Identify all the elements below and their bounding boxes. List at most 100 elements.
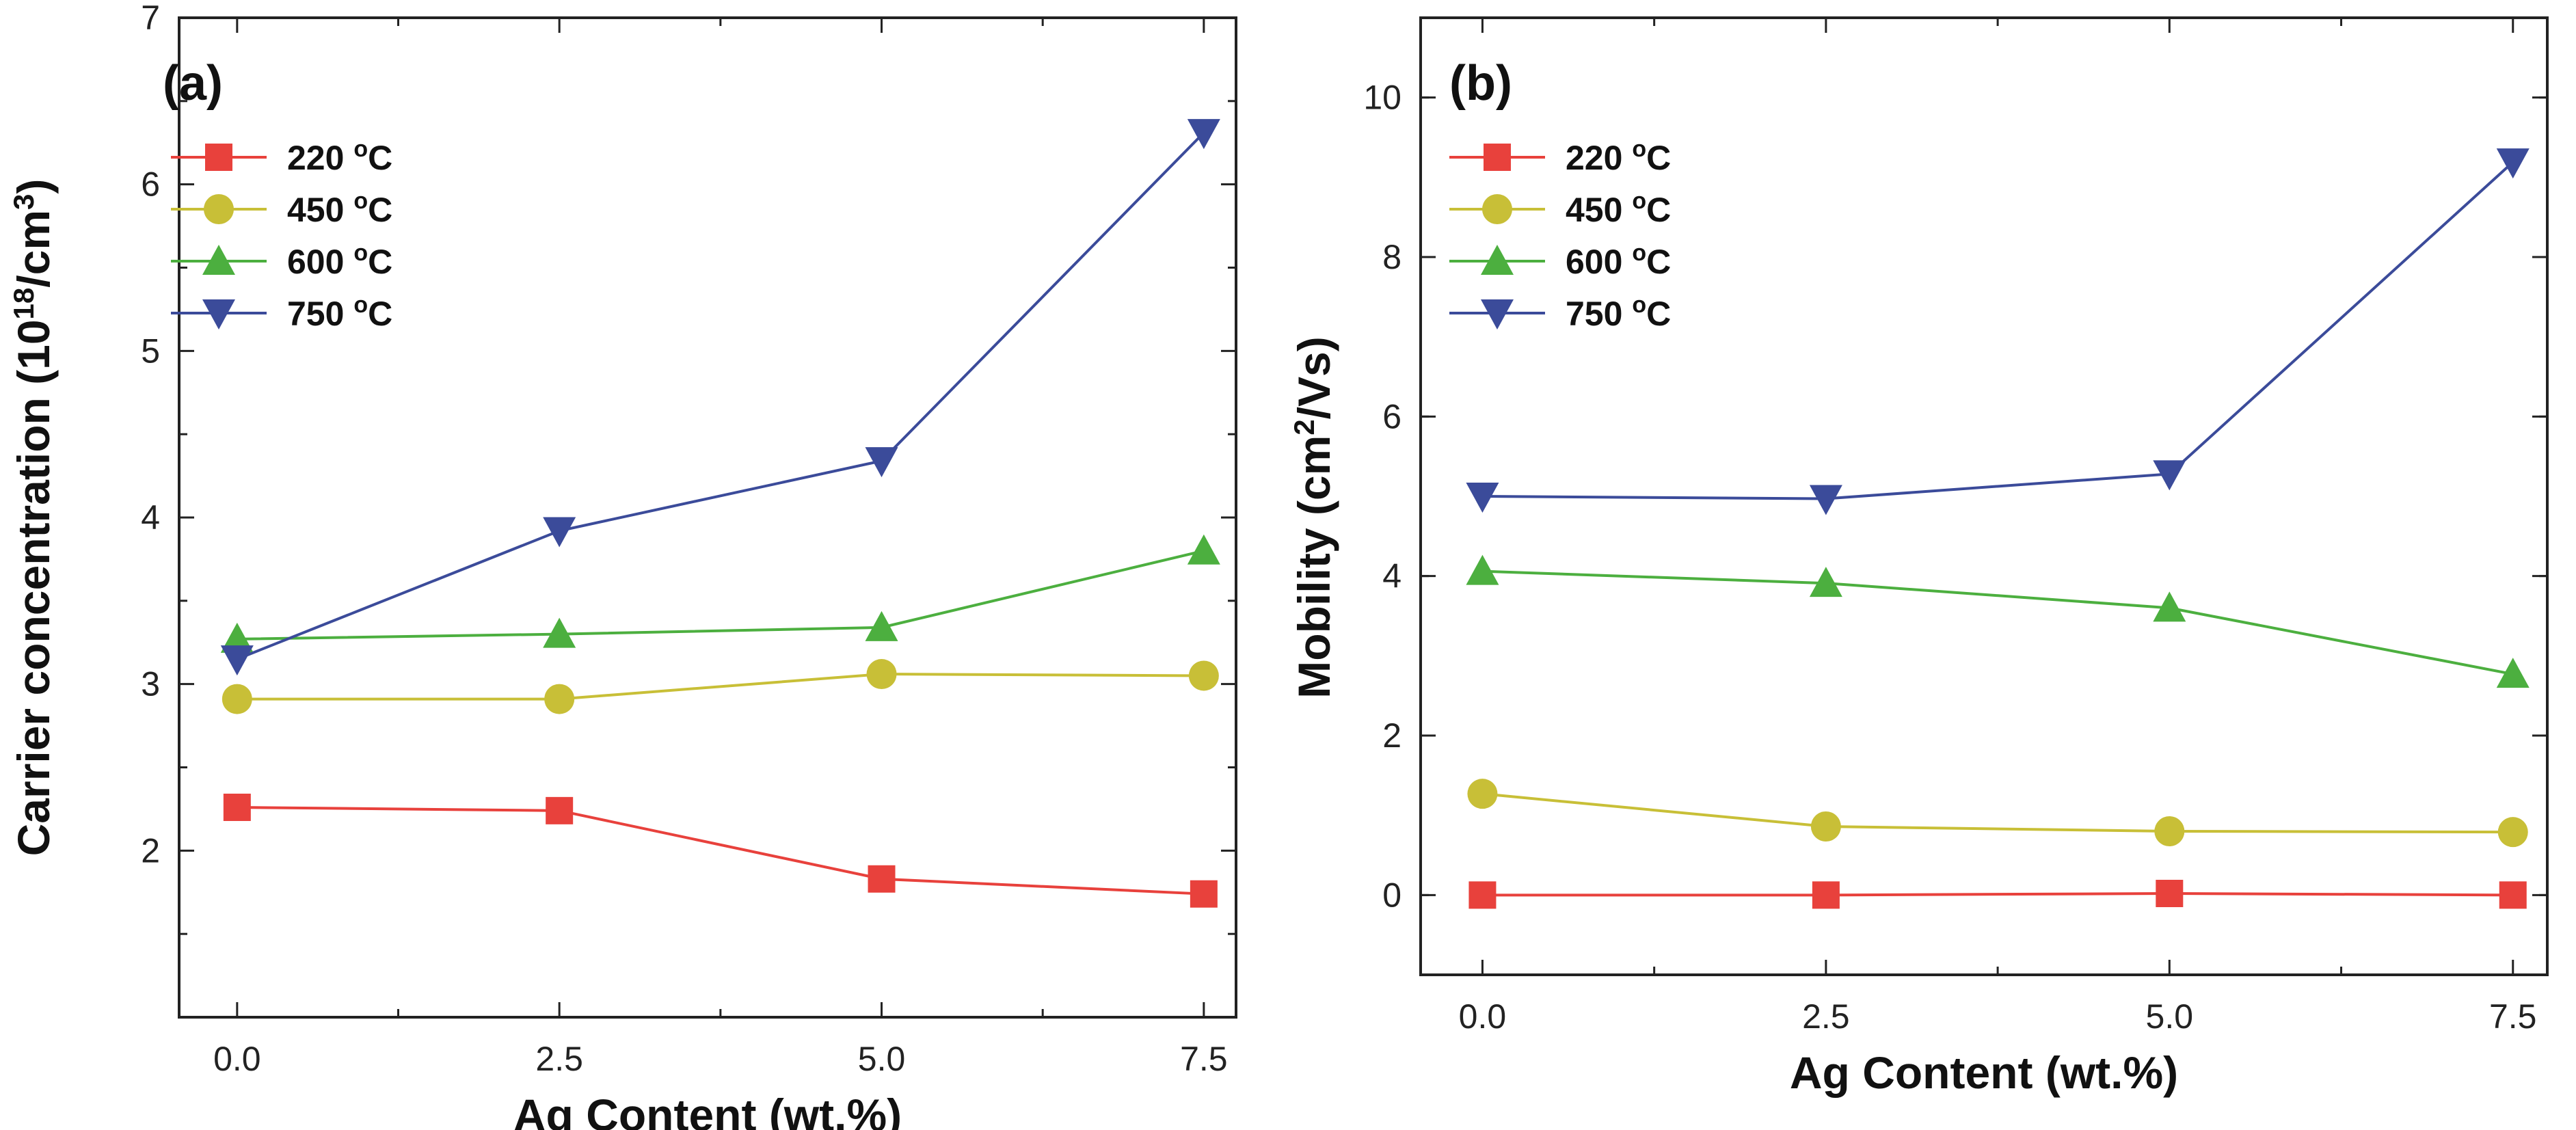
legend-marker: [205, 144, 232, 171]
x-axis-title: Ag Content (wt.%): [513, 1090, 902, 1130]
plot-frame: [1419, 16, 2549, 976]
data-point: [220, 645, 254, 676]
data-point: [865, 610, 898, 641]
series-line: [1482, 891, 2513, 897]
legend-entry: 750 oC: [171, 292, 392, 333]
legend-entry: 600 oC: [171, 240, 392, 281]
series-220C: [1468, 880, 2527, 909]
y-tick-label: 2: [1382, 716, 1401, 755]
data-point: [2499, 881, 2527, 909]
legend-marker: [1481, 299, 1514, 329]
data-point: [1187, 119, 1220, 150]
series-line: [237, 673, 1204, 701]
data-point: [543, 617, 576, 648]
legend-marker: [202, 299, 235, 329]
series-450C: [1467, 779, 2528, 848]
legend-label: 450 oC: [1566, 188, 1671, 229]
legend-entry: 220 oC: [1449, 136, 1671, 177]
series-line: [237, 805, 1204, 896]
x-tick-label: 5.0: [2146, 997, 2194, 1036]
data-point: [222, 684, 252, 714]
panel-label: (b): [1449, 56, 1512, 111]
y-tick-label: 10: [1363, 79, 1401, 117]
series-750C: [220, 119, 1220, 676]
legend-label: 750 oC: [1566, 292, 1671, 333]
data-point: [868, 865, 896, 893]
data-point: [543, 517, 576, 548]
series-line: [1482, 161, 2514, 500]
x-tick-label: 7.5: [1180, 1040, 1228, 1078]
chart-panel-a: 0.0 2.5 5.0 7.5 2 3 4 5 6 7 Ag Content (wt.%) Carri…: [8, 0, 1237, 1130]
legend-entry: 220 oC: [171, 136, 392, 177]
data-point: [2154, 816, 2185, 846]
data-point: [1466, 483, 1499, 513]
y-tick-label: 6: [1382, 397, 1401, 435]
data-point: [1467, 779, 1498, 809]
data-point: [866, 659, 897, 690]
data-point: [1809, 567, 1842, 597]
series-line: [237, 131, 1205, 660]
legend-label: 600 oC: [1566, 240, 1671, 281]
series-600C: [1466, 554, 2530, 688]
data-point: [1188, 660, 1219, 691]
legend-marker: [1481, 245, 1514, 275]
data-point: [1187, 534, 1220, 565]
x-tick-label: 5.0: [858, 1040, 906, 1078]
series-line: [1482, 569, 2514, 676]
y-tick-label: 7: [141, 0, 160, 37]
legend-marker: [1482, 194, 1512, 224]
series-line: [237, 549, 1205, 641]
y-axis-title: Carrier concentration (1018/cm3): [8, 179, 59, 857]
chart-panel-b: 0.0 2.5 5.0 7.5 0 2 4 6 8 10 Ag Content (wt.%) Mobi…: [1288, 16, 2549, 1098]
legend-label: 450 oC: [287, 188, 392, 229]
legend-label: 600 oC: [287, 240, 392, 281]
data-point: [2153, 460, 2186, 491]
data-point: [1466, 554, 1499, 585]
legend-label: 220 oC: [287, 136, 392, 177]
legend-label: 220 oC: [1566, 136, 1671, 177]
series-750C: [1466, 148, 2530, 515]
x-tick-label: 0.0: [213, 1040, 261, 1078]
legend-entry: 600 oC: [1449, 240, 1671, 281]
data-point: [2153, 591, 2186, 622]
legend-label: 750 oC: [287, 292, 392, 333]
x-tick-label: 7.5: [2489, 997, 2537, 1036]
series-450C: [222, 659, 1219, 714]
y-tick-label: 2: [141, 831, 160, 870]
y-tick-label: 8: [1382, 238, 1401, 276]
y-tick-label: 5: [141, 332, 160, 370]
data-point: [2496, 658, 2530, 688]
x-tick-label: 2.5: [535, 1040, 583, 1078]
legend-entry: 450 oC: [1449, 188, 1671, 229]
x-tick-label: 0.0: [1459, 997, 1507, 1036]
legend-entry: 450 oC: [171, 188, 392, 229]
data-point: [1809, 485, 1842, 515]
y-tick-label: 4: [1382, 557, 1401, 595]
data-point: [2496, 148, 2530, 179]
y-tick-label: 4: [141, 498, 160, 537]
x-axis-title: Ag Content (wt.%): [1790, 1047, 2178, 1098]
data-point: [1468, 881, 1497, 909]
data-point: [1812, 881, 1840, 909]
x-tick-label: 2.5: [1802, 997, 1850, 1036]
data-point: [220, 622, 254, 653]
y-axis-title: Mobility (cm2/Vs): [1288, 336, 1340, 698]
y-tick-label: 3: [141, 665, 160, 703]
data-point: [1190, 880, 1218, 908]
legend-entry: 750 oC: [1449, 292, 1671, 333]
data-point: [2497, 817, 2528, 848]
legend-marker: [1484, 144, 1511, 171]
panel-label: (a): [163, 56, 223, 111]
data-point: [1810, 811, 1841, 842]
data-point: [223, 793, 251, 821]
y-tick-label: 0: [1382, 876, 1401, 914]
series-600C: [220, 534, 1220, 653]
data-point: [544, 684, 575, 714]
data-point: [865, 447, 898, 478]
data-point: [546, 796, 574, 824]
legend-marker: [204, 194, 234, 224]
series-220C: [223, 793, 1218, 908]
y-tick-label: 6: [141, 165, 160, 204]
data-point: [2156, 880, 2184, 907]
